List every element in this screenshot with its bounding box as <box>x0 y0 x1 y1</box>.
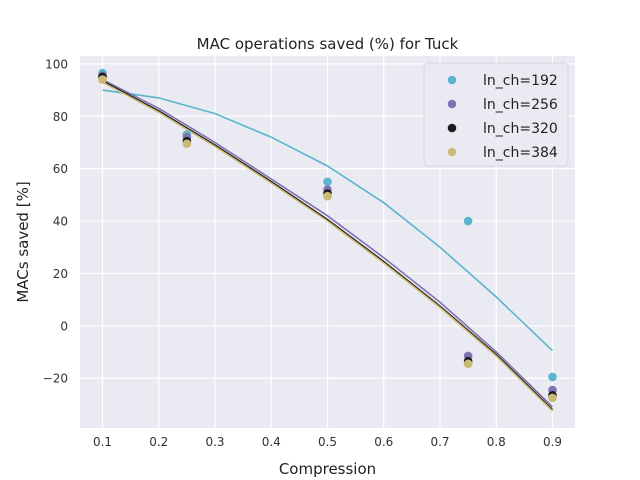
y-tick-labels: −20 0 20 40 60 80 100 <box>43 57 68 385</box>
y-axis-title: MACs saved [%] <box>14 181 32 302</box>
data-point <box>98 75 107 84</box>
y-tick-label: 60 <box>53 162 68 176</box>
x-tick-label: 0.7 <box>430 435 449 449</box>
legend-marker <box>447 75 457 85</box>
data-point <box>323 191 332 201</box>
y-tick-label: 80 <box>53 110 68 124</box>
y-tick-label: 100 <box>45 57 68 71</box>
legend-marker <box>447 99 457 109</box>
data-point <box>182 139 192 149</box>
fit-line <box>102 80 554 411</box>
fit-line <box>102 81 554 412</box>
legend-label: ln_ch=320 <box>483 121 558 137</box>
x-tick-label: 0.2 <box>149 435 168 449</box>
x-tick-labels: 0.1 0.2 0.3 0.4 0.5 0.6 0.7 0.8 0.9 <box>93 435 562 449</box>
legend: ln_ch=192 ln_ch=256 ln_ch=320 ln_ch=384 <box>423 62 569 167</box>
x-tick-label: 0.6 <box>374 435 393 449</box>
y-tick-label: 40 <box>53 215 68 229</box>
legend-marker <box>447 123 457 133</box>
x-tick-label: 0.5 <box>318 435 337 449</box>
y-tick-label: 0 <box>60 319 68 333</box>
fit-lines <box>102 78 554 412</box>
fit-line <box>102 89 554 352</box>
data-point <box>463 216 473 226</box>
x-tick-label: 0.3 <box>205 435 224 449</box>
legend-label: ln_ch=384 <box>483 145 558 161</box>
data-point <box>323 177 332 187</box>
chart-title: MAC operations saved (%) for Tuck <box>197 35 459 53</box>
x-axis-title: Compression <box>279 460 376 478</box>
x-tick-label: 0.4 <box>262 435 281 449</box>
data-point <box>463 359 473 369</box>
data-point <box>548 393 557 403</box>
x-tick-label: 0.8 <box>487 435 506 449</box>
x-tick-label: 0.9 <box>543 435 562 449</box>
legend-marker <box>447 147 457 157</box>
fit-line <box>102 78 554 408</box>
y-tick-label: 20 <box>53 267 68 281</box>
x-tick-label: 0.1 <box>93 435 112 449</box>
legend-box <box>423 62 569 167</box>
y-tick-label: −20 <box>43 372 68 386</box>
legend-label: ln_ch=192 <box>483 73 558 89</box>
legend-label: ln_ch=256 <box>483 97 558 113</box>
data-points <box>98 68 557 403</box>
data-point <box>548 372 557 382</box>
